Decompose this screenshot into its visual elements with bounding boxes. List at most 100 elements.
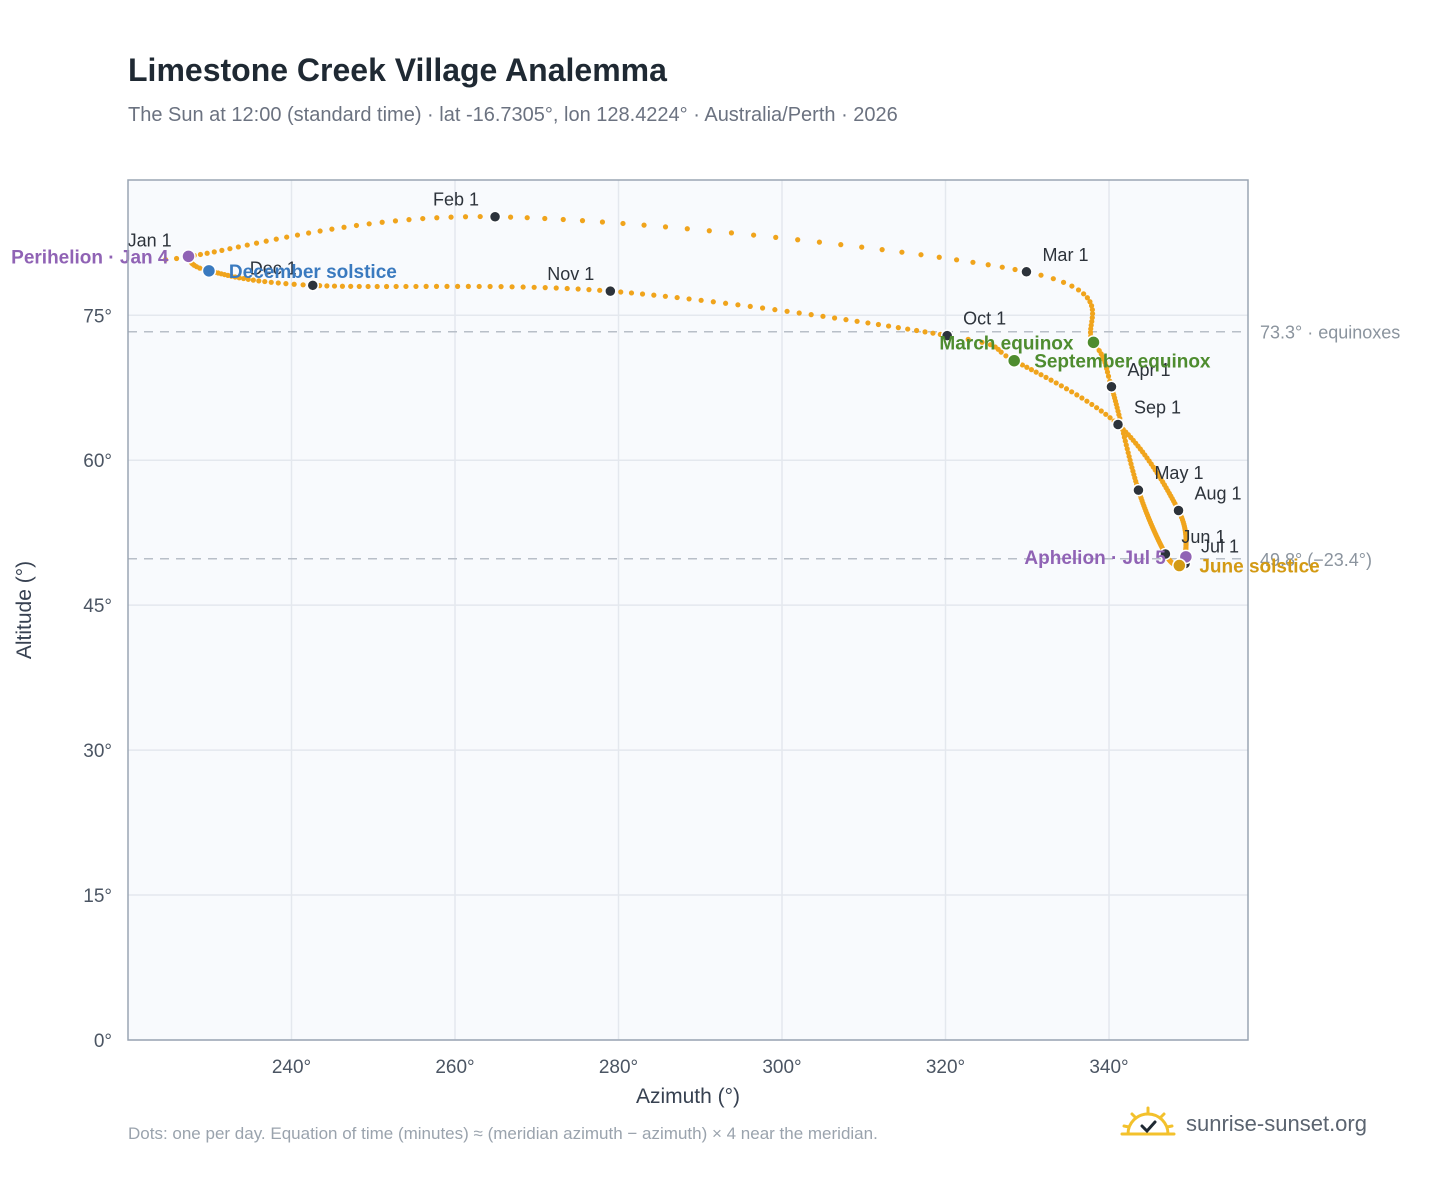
month-marker-label: Oct 1	[963, 309, 1006, 329]
day-point	[317, 228, 323, 234]
event-markers: Perihelion · Jan 4 December solstice March…	[11, 247, 1320, 577]
day-point	[859, 244, 865, 250]
day-point	[784, 308, 790, 314]
day-point	[1050, 276, 1056, 282]
y-axis-ticks: 0° 15° 30° 45° 60° 75°	[83, 306, 112, 1052]
day-point	[1105, 373, 1112, 379]
day-point	[339, 283, 346, 289]
x-tick-label: 280°	[599, 1057, 638, 1078]
day-point	[639, 291, 646, 297]
day-point	[520, 284, 526, 290]
day-point	[795, 237, 801, 243]
day-point	[930, 330, 936, 336]
day-point	[366, 221, 372, 227]
y-tick-label: 30°	[83, 741, 112, 762]
day-point	[965, 336, 971, 342]
day-point	[433, 283, 440, 289]
day-point	[507, 214, 514, 220]
day-point	[684, 226, 690, 232]
month-marker	[1172, 504, 1185, 517]
day-point	[348, 283, 354, 289]
day-point	[262, 278, 268, 285]
event-marker	[181, 249, 196, 264]
brand[interactable]: sunrise-sunset.org	[1120, 1104, 1367, 1144]
day-point	[455, 283, 461, 289]
x-tick-label: 260°	[435, 1057, 474, 1078]
day-point	[936, 254, 942, 260]
day-point	[374, 283, 380, 290]
x-tick-label: 240°	[272, 1057, 311, 1078]
month-marker	[1159, 547, 1172, 561]
reference-line-label: 73.3° · equinoxes	[1260, 323, 1400, 343]
day-point	[759, 305, 766, 311]
month-marker-label: May 1	[1154, 463, 1203, 483]
month-marker-label: Nov 1	[547, 264, 594, 284]
day-point	[1089, 401, 1095, 408]
day-point	[197, 251, 204, 258]
day-point	[922, 329, 928, 335]
day-point	[392, 218, 399, 224]
day-point	[599, 219, 606, 225]
day-point	[383, 283, 390, 290]
day-point	[324, 283, 330, 289]
day-point	[1058, 383, 1064, 389]
day-point	[1087, 299, 1093, 305]
day-point	[403, 283, 409, 290]
y-tick-label: 75°	[83, 306, 112, 327]
day-point	[542, 215, 548, 222]
day-point	[831, 315, 838, 321]
day-point	[236, 275, 242, 281]
month-marker-label: Sep 1	[1134, 397, 1181, 417]
day-point	[1104, 369, 1111, 375]
event-label: June solstice	[1199, 557, 1319, 578]
day-point	[462, 214, 469, 220]
event-marker	[1006, 353, 1022, 368]
day-point	[306, 230, 312, 236]
day-point	[879, 247, 885, 253]
day-point	[618, 289, 624, 295]
brand-name: sunrise-sunset.org	[1186, 1111, 1367, 1136]
day-point	[283, 281, 289, 287]
day-point	[393, 283, 399, 290]
day-point	[751, 232, 757, 238]
day-point	[1048, 377, 1054, 383]
day-point	[662, 293, 668, 299]
event-label: Perihelion · Jan 4	[11, 247, 169, 268]
y-tick-label: 45°	[83, 596, 112, 617]
month-marker	[1105, 380, 1118, 394]
day-point	[1103, 411, 1109, 417]
day-point	[1069, 283, 1075, 289]
day-point	[263, 238, 269, 244]
x-axis-ticks: 240° 260° 280° 300° 320° 340°	[272, 1057, 1129, 1078]
day-point	[1028, 367, 1035, 373]
day-point	[294, 232, 301, 238]
day-point	[1107, 415, 1113, 421]
day-point	[245, 276, 251, 282]
day-point	[1038, 372, 1044, 378]
day-point	[586, 287, 592, 293]
day-point	[1075, 287, 1082, 293]
reference-lines: 73.3° · equinoxes 49.8° (−23.4°)	[128, 323, 1400, 570]
day-point	[434, 215, 440, 221]
day-point	[808, 312, 814, 318]
day-point	[531, 284, 537, 290]
event-label: Aphelion · Jul 5	[1024, 548, 1166, 569]
footnote: Dots: one per day. Equation of time (min…	[128, 1124, 878, 1143]
day-point	[953, 257, 960, 263]
day-point	[1084, 295, 1090, 301]
event-marker	[1172, 558, 1187, 573]
day-point	[575, 286, 581, 292]
month-marker	[488, 210, 502, 223]
day-point	[1089, 307, 1095, 313]
day-point	[970, 259, 976, 265]
day-point	[365, 283, 371, 290]
sun-logo-icon	[1120, 1106, 1176, 1136]
day-point	[838, 242, 844, 248]
day-point	[1089, 315, 1095, 321]
day-point	[300, 282, 306, 288]
event-label: March equinox	[939, 333, 1074, 354]
day-point	[413, 283, 419, 290]
month-marker-label: Jan 1	[128, 230, 172, 250]
day-point	[979, 339, 985, 345]
day-point	[747, 303, 753, 310]
